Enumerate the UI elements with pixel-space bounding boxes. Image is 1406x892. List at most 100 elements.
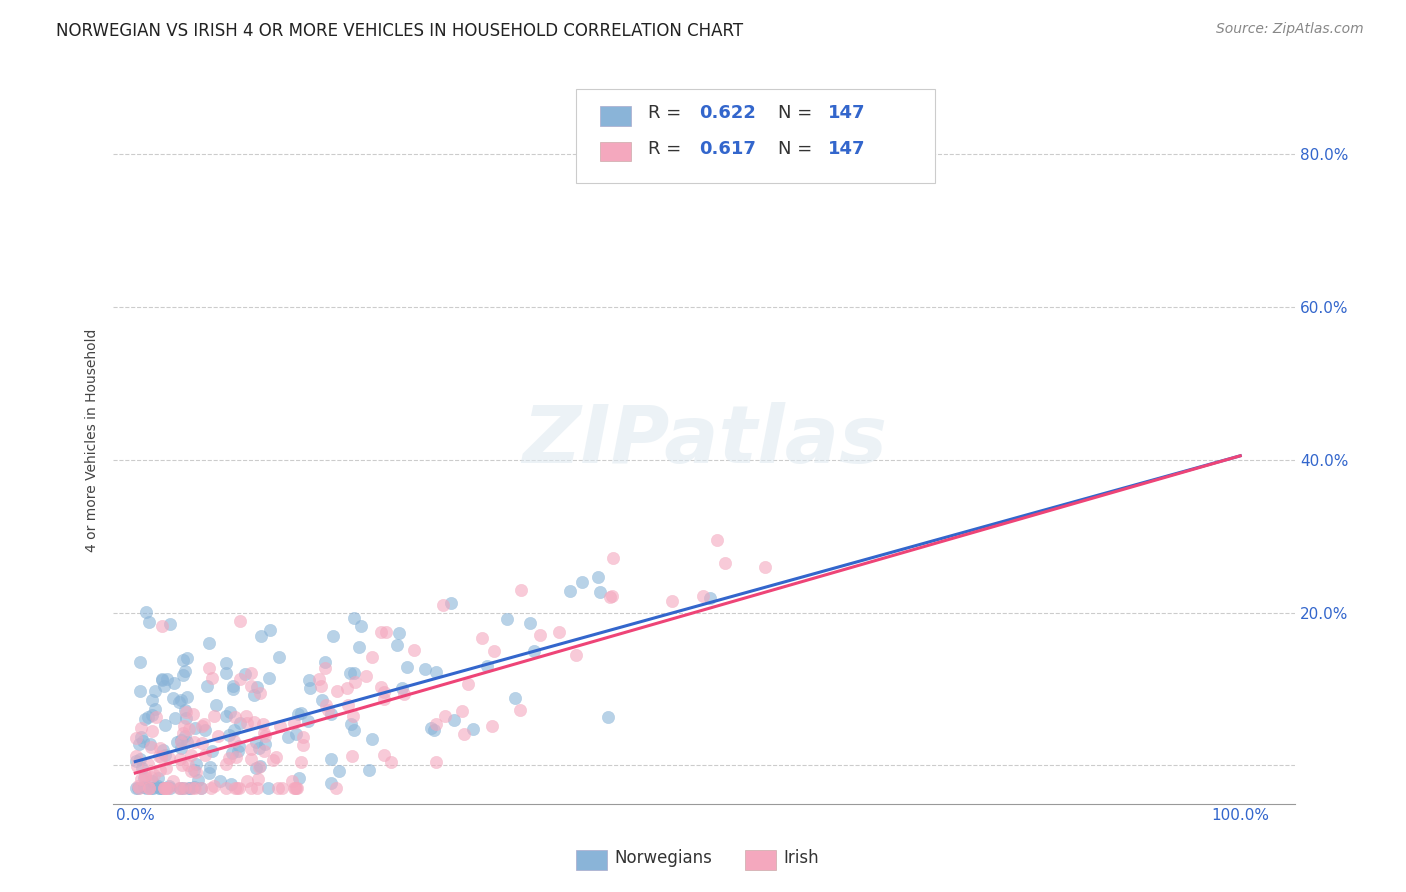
- Point: [600, 589, 623, 603]
- Point: [136, 710, 159, 724]
- Point: [135, 781, 157, 796]
- Point: [571, 575, 593, 590]
- Point: [287, 707, 309, 722]
- Point: [391, 681, 413, 695]
- Text: 0.617: 0.617: [699, 140, 755, 158]
- Point: [157, 751, 180, 765]
- Point: [229, 716, 252, 731]
- Point: [162, 691, 184, 706]
- Point: [599, 591, 621, 605]
- Text: R =: R =: [648, 104, 688, 122]
- Point: [285, 727, 308, 741]
- Point: [404, 643, 426, 657]
- Point: [169, 781, 191, 796]
- Point: [471, 632, 494, 646]
- Point: [132, 780, 155, 794]
- Point: [125, 749, 148, 764]
- Point: [602, 551, 624, 566]
- Point: [298, 673, 321, 687]
- Point: [451, 704, 474, 718]
- Point: [141, 724, 163, 739]
- Point: [152, 742, 174, 756]
- Text: N =: N =: [778, 104, 817, 122]
- Point: [190, 781, 212, 796]
- Point: [457, 677, 479, 691]
- Point: [150, 781, 173, 796]
- Point: [239, 752, 262, 766]
- Point: [145, 684, 167, 698]
- Point: [425, 665, 447, 679]
- Point: [225, 750, 247, 764]
- Point: [247, 760, 270, 774]
- Point: [222, 734, 245, 748]
- Point: [125, 754, 148, 768]
- Point: [325, 781, 347, 796]
- Point: [509, 703, 531, 717]
- Point: [484, 644, 506, 658]
- Point: [692, 589, 714, 603]
- Point: [127, 781, 149, 796]
- Point: [349, 640, 371, 655]
- Point: [319, 752, 342, 766]
- Point: [159, 781, 181, 796]
- Point: [298, 681, 321, 695]
- Point: [139, 781, 162, 796]
- Point: [184, 764, 207, 779]
- Point: [150, 673, 173, 687]
- Text: Irish: Irish: [783, 849, 818, 867]
- Point: [236, 715, 259, 730]
- Point: [162, 773, 184, 788]
- Point: [180, 747, 202, 762]
- Point: [176, 690, 198, 704]
- Point: [148, 749, 170, 764]
- Point: [142, 768, 165, 782]
- Y-axis label: 4 or more Vehicles in Household: 4 or more Vehicles in Household: [86, 329, 100, 552]
- Point: [342, 749, 364, 764]
- Point: [245, 735, 267, 749]
- Point: [204, 708, 226, 723]
- Point: [224, 781, 246, 796]
- Point: [235, 709, 257, 723]
- Point: [169, 733, 191, 747]
- Point: [481, 718, 503, 732]
- Point: [134, 770, 156, 784]
- Point: [177, 758, 200, 772]
- Point: [131, 761, 153, 775]
- Point: [128, 737, 150, 751]
- Point: [343, 723, 366, 737]
- Point: [222, 679, 245, 693]
- Point: [180, 764, 202, 779]
- Point: [339, 666, 361, 681]
- Point: [148, 781, 170, 796]
- Point: [153, 781, 176, 796]
- Point: [170, 735, 193, 749]
- Point: [172, 781, 194, 796]
- Point: [149, 763, 172, 777]
- Point: [149, 750, 172, 764]
- Point: [343, 675, 366, 690]
- Point: [246, 680, 269, 694]
- Point: [253, 726, 276, 740]
- Point: [184, 781, 207, 796]
- Point: [233, 667, 256, 681]
- Point: [177, 722, 200, 736]
- Point: [131, 721, 153, 735]
- Point: [153, 717, 176, 731]
- Point: [129, 683, 152, 698]
- Point: [308, 673, 330, 687]
- Point: [309, 679, 332, 693]
- Point: [228, 781, 250, 796]
- Point: [153, 748, 176, 763]
- Point: [141, 773, 163, 788]
- Point: [221, 682, 243, 697]
- Point: [167, 696, 190, 710]
- Point: [463, 722, 485, 736]
- Point: [131, 730, 153, 744]
- Point: [257, 781, 280, 796]
- Text: ZIPatlas: ZIPatlas: [522, 401, 887, 480]
- Point: [134, 712, 156, 726]
- Point: [370, 680, 392, 694]
- Point: [197, 661, 219, 675]
- Point: [222, 723, 245, 738]
- Point: [277, 730, 299, 744]
